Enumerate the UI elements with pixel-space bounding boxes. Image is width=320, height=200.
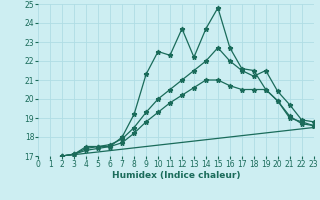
X-axis label: Humidex (Indice chaleur): Humidex (Indice chaleur) bbox=[112, 171, 240, 180]
